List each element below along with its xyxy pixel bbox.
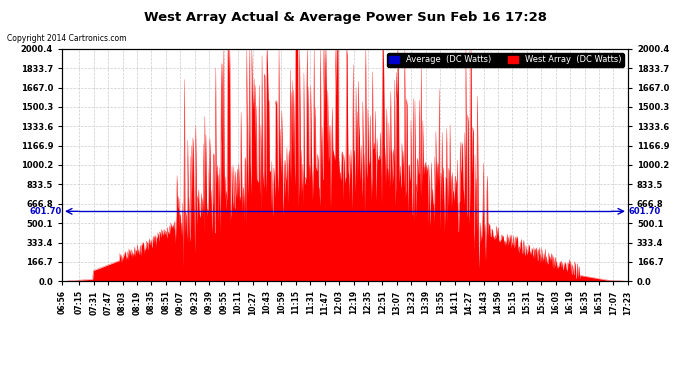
Legend: Average  (DC Watts), West Array  (DC Watts): Average (DC Watts), West Array (DC Watts… <box>387 53 624 67</box>
Text: Copyright 2014 Cartronics.com: Copyright 2014 Cartronics.com <box>7 34 126 43</box>
Text: 601.70: 601.70 <box>29 207 61 216</box>
Text: West Array Actual & Average Power Sun Feb 16 17:28: West Array Actual & Average Power Sun Fe… <box>144 11 546 24</box>
Text: 601.70: 601.70 <box>629 207 661 216</box>
